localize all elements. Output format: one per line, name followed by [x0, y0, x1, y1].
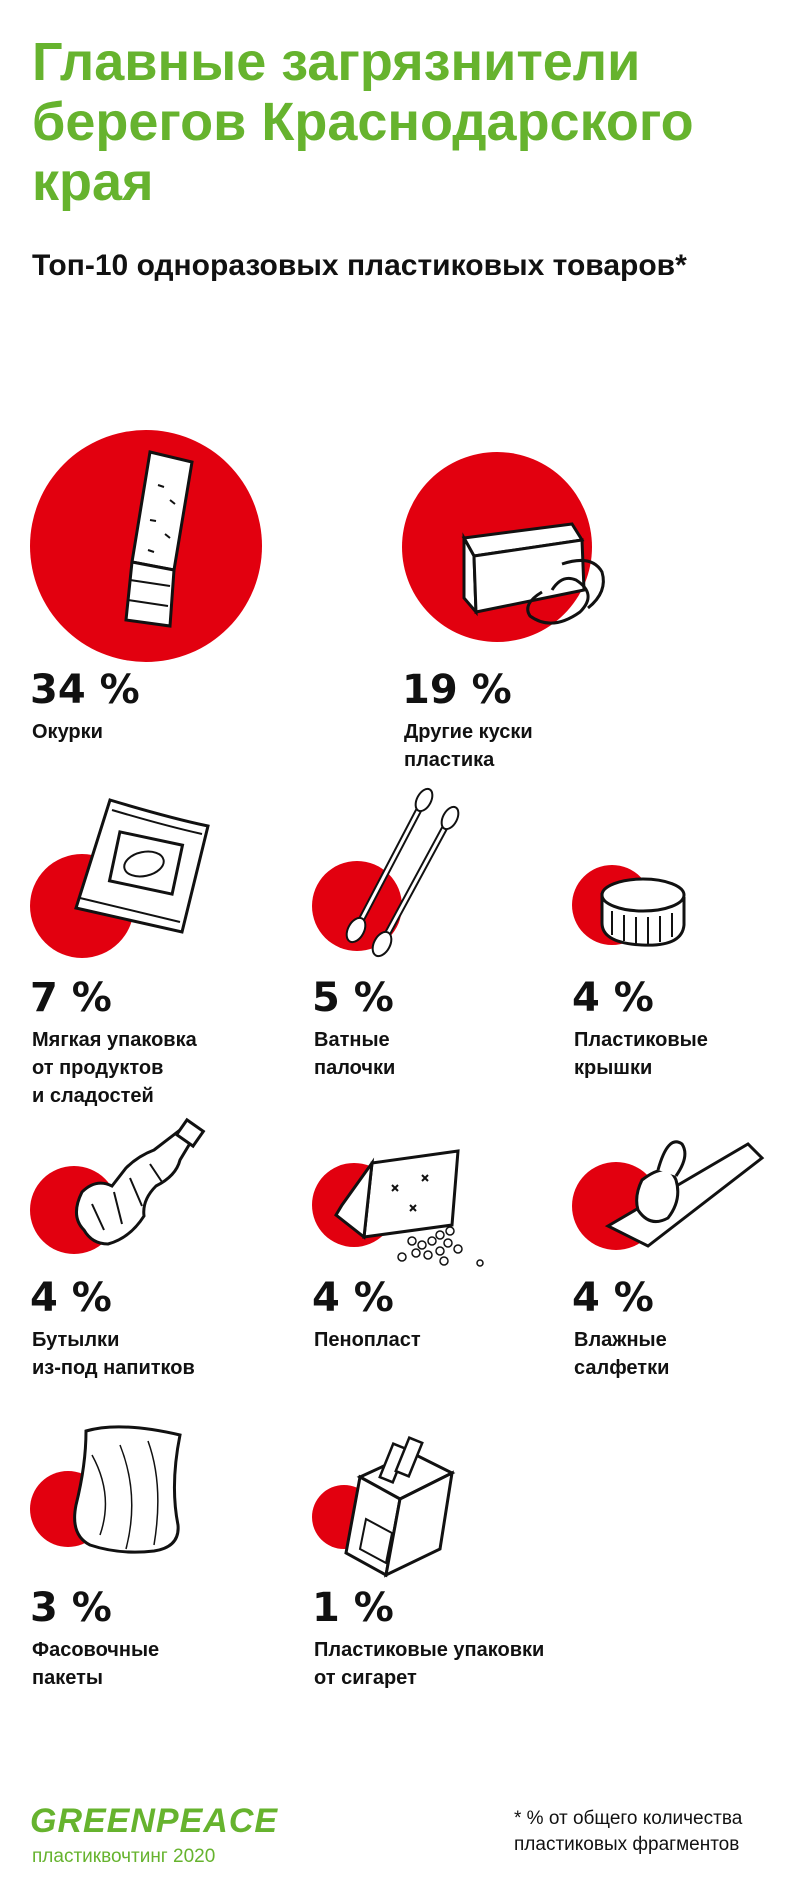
- value-label: 4 %: [572, 975, 654, 1021]
- category-label: Пластиковые упаковки от сигарет: [314, 1639, 545, 1689]
- value-label: 3 %: [30, 1585, 112, 1631]
- category-label: Другие куски пластика: [404, 721, 533, 771]
- category-label: Мягкая упаковка от продуктов и сладостей: [32, 1029, 197, 1107]
- infographic-title: Главные загрязнители берегов Краснодарск…: [32, 32, 694, 212]
- category-label: Ватные палочки: [314, 1029, 396, 1079]
- logo-caption: пластиквочтинг 2020: [32, 1846, 216, 1867]
- value-label: 4 %: [572, 1275, 654, 1321]
- chart-item-cotton-swabs: 5 % Ватные палочки: [312, 787, 552, 1110]
- bottle-cap-icon: [572, 865, 686, 947]
- chart-item-plastic-caps: 4 % Пластиковые крышки: [572, 865, 792, 1115]
- infographic-subtitle: Топ-10 одноразовых пластиковых товаров*: [32, 249, 687, 282]
- chart-item-plastic-pieces: 19 % Другие куски пластика: [402, 452, 762, 772]
- chart-item-wet-wipes: 4 % Влажные салфетки: [572, 1140, 792, 1400]
- foam-block-icon: [312, 1149, 484, 1267]
- footnote: * % от общего количества пластиковых фра…: [514, 1808, 743, 1855]
- plastic-piece-icon: [402, 452, 605, 642]
- plastic-bag-icon: [30, 1425, 182, 1554]
- chart-item-cigarette-packs: 1 % Пластиковые упаковки от сигарет: [312, 1436, 632, 1695]
- chart-item-foam: 4 % Пенопласт: [312, 1145, 552, 1385]
- wet-wipe-icon: [572, 1140, 765, 1250]
- category-label: Окурки: [32, 721, 103, 743]
- value-label: 19 %: [402, 667, 512, 713]
- chart-item-cigarette-butts: 34 % Окурки: [30, 430, 360, 770]
- value-label: 5 %: [312, 975, 394, 1021]
- value-label: 4 %: [312, 1275, 394, 1321]
- svg-text:GREENPEACE: GREENPEACE: [30, 1802, 278, 1840]
- chart-item-bags: 3 % Фасовочные пакеты: [30, 1425, 290, 1695]
- snack-wrapper-icon: [30, 798, 210, 958]
- value-label: 34 %: [30, 667, 140, 713]
- cigarette-butt-icon: [30, 430, 262, 662]
- category-label: Бутылки из-под напитков: [32, 1329, 195, 1379]
- cotton-swab-icon: [312, 787, 460, 958]
- chart-item-soft-packaging: 7 % Мягкая упаковка от продуктов и сладо…: [30, 798, 290, 1120]
- cigarette-pack-icon: [312, 1436, 456, 1578]
- crushed-bottle-icon: [30, 1117, 206, 1254]
- value-label: 7 %: [30, 975, 112, 1021]
- value-label: 1 %: [312, 1585, 394, 1631]
- greenpeace-logo: GREENPEACE: [30, 1802, 278, 1840]
- chart-item-bottles: 4 % Бутылки из-под напитков: [30, 1117, 290, 1420]
- category-label: Влажные салфетки: [574, 1329, 670, 1379]
- value-label: 4 %: [30, 1275, 112, 1321]
- category-label: Пластиковые крышки: [574, 1029, 708, 1079]
- category-label: Пенопласт: [314, 1329, 421, 1351]
- category-label: Фасовочные пакеты: [32, 1639, 160, 1689]
